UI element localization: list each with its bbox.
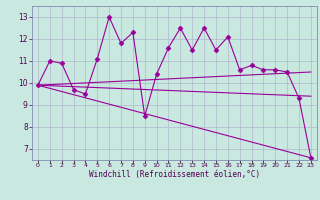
X-axis label: Windchill (Refroidissement éolien,°C): Windchill (Refroidissement éolien,°C) (89, 170, 260, 179)
